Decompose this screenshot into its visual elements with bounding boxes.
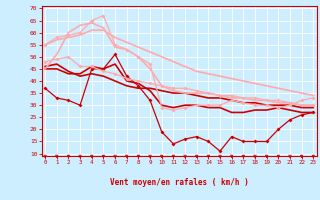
X-axis label: Vent moyen/en rafales ( km/h ): Vent moyen/en rafales ( km/h ) <box>110 178 249 187</box>
